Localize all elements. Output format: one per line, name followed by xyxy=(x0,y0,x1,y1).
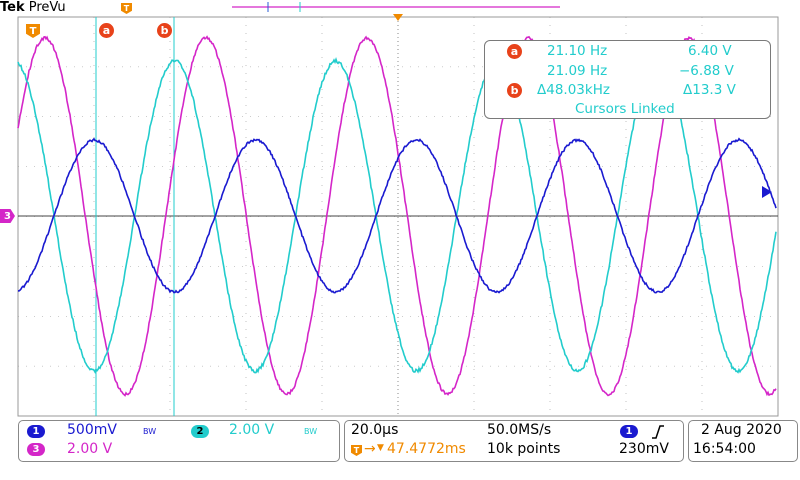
ch2-scale[interactable]: 2.00 V xyxy=(229,422,274,438)
ch3-scale[interactable]: 2.00 V xyxy=(67,441,112,457)
timebase-scale[interactable]: 20.0µs xyxy=(351,422,398,438)
cursor-delta-frequency: Δ48.03kHz xyxy=(537,82,610,98)
brand-name: Tek xyxy=(0,0,25,15)
datetime-panel: 2 Aug 2020 16:54:00 xyxy=(688,420,798,462)
rising-edge-icon xyxy=(651,425,665,439)
cursor-b-frequency: 21.09 Hz xyxy=(547,63,607,79)
trigger-level[interactable]: 230mV xyxy=(619,441,669,457)
channel-settings-panel[interactable]: 1 500mV BW 2 2.00 V BW 3 2.00 V xyxy=(18,420,340,462)
ch3-badge[interactable]: 3 xyxy=(27,443,45,456)
timebase-trigger-panel[interactable]: 20.0µs 50.0MS/s T → ▼ 47.4772ms 10k poin… xyxy=(344,420,684,462)
ch1-bw-limit: BW xyxy=(143,427,156,436)
ch1-badge[interactable]: 1 xyxy=(27,425,45,438)
cursor-delta-voltage: Δ13.3 V xyxy=(683,82,736,98)
trigger-position-icon: T xyxy=(351,445,362,456)
cursor-a-frequency: 21.10 Hz xyxy=(547,43,607,59)
time-label: 16:54:00 xyxy=(693,441,756,457)
trigger-down-icon: ▼ xyxy=(377,443,384,453)
date-label: 2 Aug 2020 xyxy=(701,422,782,438)
ch2-bw-limit: BW xyxy=(304,427,317,436)
horizontal-position[interactable]: 47.4772ms xyxy=(387,441,466,457)
record-length: 10k points xyxy=(487,441,560,457)
arrow-right-icon: → xyxy=(364,441,376,457)
cursors-linked-status: Cursors Linked xyxy=(575,101,675,117)
scope-screen: Tek PreVu T T a b 3 a 21.10 Hz 6.40 V 21… xyxy=(0,0,800,480)
cursor-b-badge: b xyxy=(507,83,522,98)
ch2-badge[interactable]: 2 xyxy=(191,425,209,438)
trigger-source-badge[interactable]: 1 xyxy=(620,425,638,438)
acquisition-mode: PreVu xyxy=(29,0,66,15)
ch1-scale[interactable]: 500mV xyxy=(67,422,117,438)
ch1-level-marker xyxy=(762,186,772,198)
cursor-b-marker[interactable]: b xyxy=(157,23,172,38)
cursor-a-badge: a xyxy=(507,44,522,59)
cursor-a-marker[interactable]: a xyxy=(99,23,114,38)
brand-label: Tek PreVu xyxy=(0,0,66,15)
cursor-a-voltage: 6.40 V xyxy=(688,43,732,59)
cursor-readout-panel: a 21.10 Hz 6.40 V 21.09 Hz −6.88 V b Δ48… xyxy=(484,40,771,119)
status-bar: 1 500mV BW 2 2.00 V BW 3 2.00 V 20.0µs 5… xyxy=(0,420,800,480)
sample-rate: 50.0MS/s xyxy=(487,422,551,438)
cursor-b-voltage: −6.88 V xyxy=(679,63,734,79)
